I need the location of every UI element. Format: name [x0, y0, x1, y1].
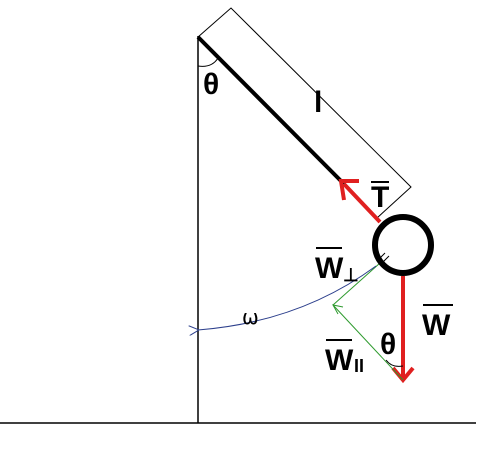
- weight-parallel-label: W: [325, 344, 354, 377]
- angular-velocity-arc: [198, 265, 377, 330]
- tension-label: T: [371, 181, 389, 214]
- tension-arrow: [338, 179, 382, 224]
- pendulum-bob: [372, 214, 434, 276]
- weight-parallel-subscript: II: [354, 356, 364, 376]
- pendulum-string: [196, 35, 346, 186]
- weight-label: W: [422, 309, 451, 342]
- theta-top-label: θ: [203, 68, 219, 101]
- weight-perpendicular-component-line: [332, 262, 381, 306]
- theta-arc-top: [197, 57, 219, 67]
- omega-label: ω: [242, 305, 259, 329]
- theta-arc-bottom: [385, 359, 404, 367]
- length-dimension-outline: [197, 7, 412, 219]
- theta-bottom-label: θ: [380, 328, 396, 361]
- length-label: l: [314, 86, 322, 119]
- weight-perp-label: W: [315, 252, 344, 285]
- weight-perp-subscript: ⊥: [343, 265, 359, 285]
